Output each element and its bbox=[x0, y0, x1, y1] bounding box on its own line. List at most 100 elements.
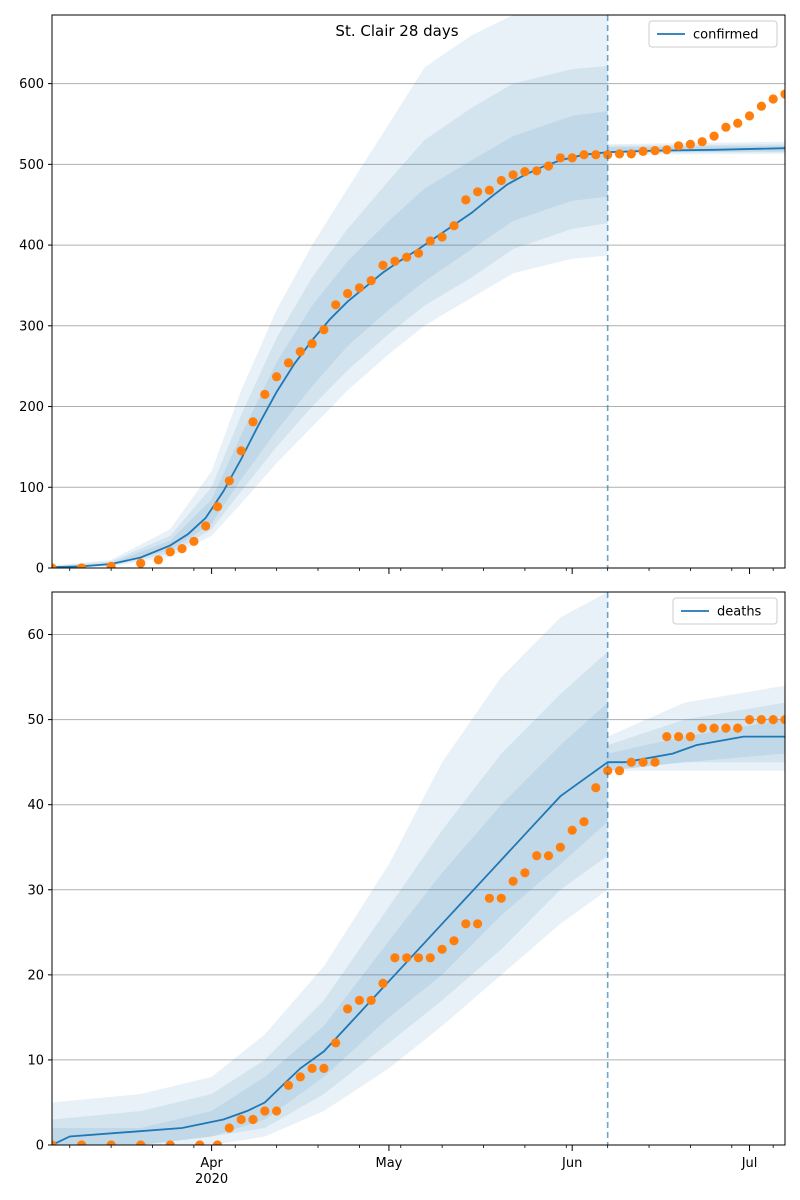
observed-point bbox=[390, 256, 400, 266]
uncertainty-band-inner bbox=[52, 111, 785, 568]
observed-point bbox=[780, 715, 785, 725]
observed-point bbox=[674, 732, 684, 742]
observed-point bbox=[638, 146, 648, 156]
observed-point bbox=[272, 372, 282, 382]
plot-area bbox=[52, 592, 785, 1145]
y-tick-label: 600 bbox=[19, 77, 44, 92]
observed-point bbox=[449, 221, 459, 231]
y-tick-label: 10 bbox=[27, 1053, 44, 1068]
observed-point bbox=[283, 358, 294, 368]
observed-point bbox=[425, 953, 435, 963]
observed-point bbox=[674, 141, 684, 151]
observed-point bbox=[425, 236, 435, 246]
observed-point bbox=[165, 1140, 175, 1145]
observed-point bbox=[508, 876, 518, 886]
observed-point bbox=[283, 1080, 294, 1090]
observed-point bbox=[449, 936, 459, 946]
observed-point bbox=[744, 715, 755, 725]
observed-point bbox=[224, 476, 234, 486]
observed-point bbox=[567, 153, 577, 163]
observed-point bbox=[579, 150, 589, 160]
observed-point bbox=[780, 89, 785, 99]
observed-point bbox=[52, 1140, 57, 1145]
chart-title: St. Clair 28 days bbox=[335, 22, 458, 40]
observed-point bbox=[224, 1123, 234, 1133]
observed-point bbox=[343, 1004, 353, 1014]
observed-point bbox=[136, 1140, 146, 1145]
observed-point bbox=[77, 563, 87, 568]
observed-point bbox=[473, 187, 483, 197]
observed-point bbox=[555, 842, 566, 852]
observed-point bbox=[236, 446, 246, 456]
observed-point bbox=[366, 276, 376, 286]
observed-point bbox=[52, 563, 57, 568]
observed-point bbox=[307, 1063, 317, 1073]
observed-point bbox=[354, 995, 364, 1006]
observed-point bbox=[195, 1140, 205, 1145]
observed-point bbox=[733, 723, 743, 733]
observed-point bbox=[413, 953, 424, 963]
observed-point bbox=[567, 825, 577, 835]
observed-point bbox=[614, 149, 625, 159]
observed-point bbox=[697, 137, 707, 147]
observed-point bbox=[402, 252, 412, 262]
observed-point bbox=[650, 757, 660, 767]
observed-point bbox=[307, 339, 317, 349]
observed-point bbox=[437, 944, 447, 954]
deaths-panel: 0 10 20 30 40 50 60 Apr May Jun Jul 2020 deaths bbox=[27, 591, 786, 1187]
observed-point bbox=[77, 1140, 87, 1145]
observed-point bbox=[461, 195, 471, 205]
observed-point bbox=[413, 248, 424, 258]
legend-box bbox=[672, 597, 778, 625]
observed-point bbox=[543, 851, 554, 861]
observed-point bbox=[520, 167, 530, 177]
observed-point bbox=[248, 1114, 258, 1125]
observed-point bbox=[532, 851, 542, 861]
y-tick-label: 20 bbox=[27, 968, 44, 983]
y-tick-label: 30 bbox=[27, 883, 44, 898]
plot-area bbox=[52, 15, 785, 568]
y-tick-label: 100 bbox=[19, 481, 44, 496]
observed-point bbox=[378, 978, 388, 989]
y-tick-label: 60 bbox=[27, 628, 44, 643]
observed-point bbox=[685, 732, 696, 742]
observed-point bbox=[709, 723, 719, 733]
observed-point bbox=[614, 766, 625, 776]
observed-point bbox=[106, 561, 116, 568]
x-tick-label: Jul bbox=[741, 1156, 758, 1171]
observed-point bbox=[319, 1063, 329, 1073]
observed-point bbox=[461, 919, 471, 929]
legend: confirmed bbox=[648, 20, 778, 48]
x-tick-label: Apr bbox=[200, 1156, 223, 1171]
observed-point bbox=[260, 389, 270, 399]
y-tick-label: 0 bbox=[36, 562, 44, 577]
uncertainty-band-middle bbox=[52, 651, 785, 1145]
y-tick-label: 50 bbox=[27, 713, 44, 728]
axes-frame bbox=[51, 591, 786, 1146]
observed-point bbox=[626, 149, 636, 159]
observed-point bbox=[721, 122, 731, 132]
observed-point bbox=[212, 502, 223, 512]
x-tick-label: Jun bbox=[561, 1156, 582, 1171]
observed-point bbox=[638, 757, 648, 767]
observed-point bbox=[201, 521, 211, 531]
observed-point bbox=[378, 260, 388, 270]
observed-point bbox=[662, 145, 672, 155]
observed-point bbox=[709, 131, 719, 141]
uncertainty-band-outer bbox=[52, 592, 785, 1145]
observed-point bbox=[603, 766, 613, 776]
observed-point bbox=[153, 555, 163, 565]
observed-point bbox=[212, 1140, 223, 1145]
observed-point bbox=[331, 300, 341, 310]
observed-point bbox=[136, 558, 146, 568]
observed-point bbox=[354, 283, 364, 293]
x-tick-label: May bbox=[375, 1156, 402, 1171]
observed-point bbox=[343, 288, 353, 299]
observed-point bbox=[473, 919, 483, 929]
uncertainty-band-middle bbox=[52, 65, 785, 568]
y-tick-label: 500 bbox=[19, 158, 44, 173]
observed-point bbox=[591, 783, 601, 793]
axes-frame bbox=[51, 14, 786, 569]
observed-point bbox=[366, 995, 376, 1006]
